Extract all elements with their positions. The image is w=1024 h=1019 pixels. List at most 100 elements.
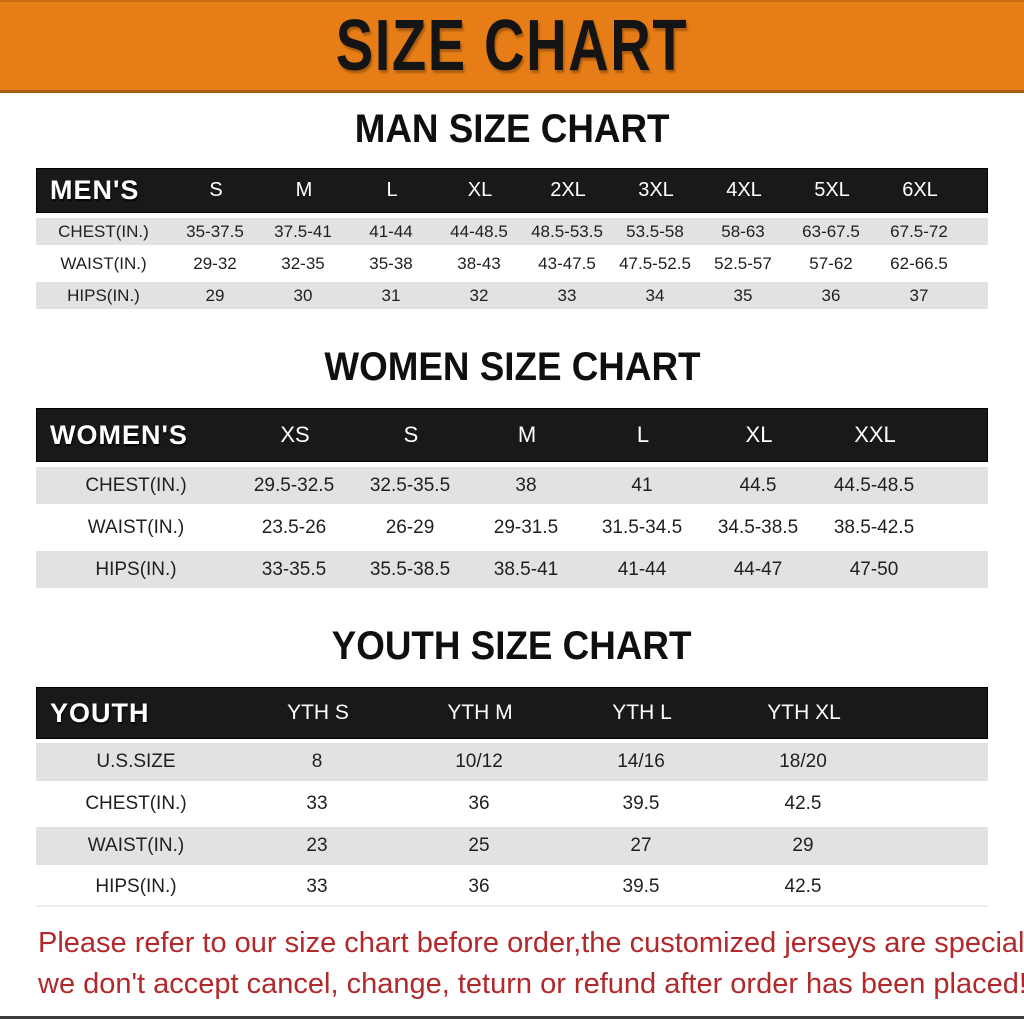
size-cell: 47.5-52.5 xyxy=(619,253,691,273)
size-cell: 38 xyxy=(515,474,537,496)
size-cell: 32.5-35.5 xyxy=(369,474,451,496)
size-cell: 8 xyxy=(311,751,323,772)
women-size-section: WOMEN SIZE CHART WOMEN'S XS S M L XL XXL CHEST(… xyxy=(0,345,1024,588)
youth-size-section: YOUTH SIZE CHART YOUTH YTH S YTH M YTH L YTH… xyxy=(0,624,1024,907)
column-header: M xyxy=(517,422,537,447)
size-cell: 44-48.5 xyxy=(450,221,508,241)
size-cell: 58-63 xyxy=(721,221,765,241)
size-cell: 38-43 xyxy=(457,253,501,273)
size-cell: 29 xyxy=(792,835,814,856)
column-header: S xyxy=(403,422,419,447)
size-cell: 35-38 xyxy=(369,253,413,273)
table-row: WAIST(IN.) 29-32 32-35 35-38 38-43 43-47.5 47.… xyxy=(36,250,988,277)
size-cell: 32 xyxy=(469,285,489,305)
size-cell: 33-35.5 xyxy=(261,558,327,580)
man-section-title: MAN SIZE CHART xyxy=(0,107,1024,152)
size-cell: 62-66.5 xyxy=(890,253,948,273)
size-cell: 42.5 xyxy=(784,793,822,814)
row-label: WAIST(IN.) xyxy=(87,516,185,538)
column-header: 2XL xyxy=(550,179,586,201)
size-cell: 38.5-42.5 xyxy=(833,516,915,538)
row-label: CHEST(IN.) xyxy=(85,793,187,814)
size-cell: 25 xyxy=(468,835,490,856)
notice-line-2: we don't accept cancel, change, teturn o… xyxy=(38,968,1024,1000)
column-header: YTH XL xyxy=(767,701,841,724)
column-header: 4XL xyxy=(726,179,762,201)
size-cell: 44-47 xyxy=(733,558,783,580)
row-label: WAIST(IN.) xyxy=(60,253,147,273)
table-row: CHEST(IN.) 35-37.5 37.5-41 41-44 44-48.5 48.5… xyxy=(36,218,988,245)
table-row: HIPS(IN.) 33 36 39.5 42.5 xyxy=(36,869,988,907)
row-label: CHEST(IN.) xyxy=(58,221,149,241)
size-cell: 63-67.5 xyxy=(802,221,860,241)
size-cell: 31.5-34.5 xyxy=(601,516,683,538)
table-row: WAIST(IN.) 23.5-26 26-29 29-31.5 31.5-34.5 34… xyxy=(36,509,988,546)
size-cell: 26-29 xyxy=(385,516,435,538)
size-cell: 47-50 xyxy=(849,558,899,580)
column-header: 5XL xyxy=(814,179,850,201)
size-cell: 18/20 xyxy=(779,751,827,772)
size-cell: 36 xyxy=(821,285,841,305)
size-cell: 35.5-38.5 xyxy=(369,558,451,580)
row-label: U.S.SIZE xyxy=(96,751,176,772)
row-label: HIPS(IN.) xyxy=(95,876,177,897)
size-cell: 37.5-41 xyxy=(274,221,332,241)
size-cell: 67.5-72 xyxy=(890,221,948,241)
youth-size-table: YOUTH YTH S YTH M YTH L YTH XL U.S.SIZE 8 10/12… xyxy=(36,687,988,907)
size-cell: 43-47.5 xyxy=(538,253,596,273)
size-cell: 42.5 xyxy=(784,876,822,897)
row-label: HIPS(IN.) xyxy=(67,285,140,305)
size-cell: 36 xyxy=(468,793,490,814)
size-cell: 29-32 xyxy=(193,253,237,273)
size-cell: 39.5 xyxy=(622,793,660,814)
notice-line-1: Please refer to our size chart before or… xyxy=(38,927,1024,959)
size-cell: 23.5-26 xyxy=(261,516,327,538)
size-cell: 29-31.5 xyxy=(493,516,559,538)
column-header: L xyxy=(636,422,650,447)
size-cell: 35 xyxy=(733,285,753,305)
size-cell: 29.5-32.5 xyxy=(253,474,335,496)
column-header: YTH M xyxy=(447,701,513,724)
size-cell: 10/12 xyxy=(455,751,503,772)
table-row: CHEST(IN.) 33 36 39.5 42.5 xyxy=(36,785,988,823)
size-cell: 27 xyxy=(630,835,652,856)
table-row: U.S.SIZE 8 10/12 14/16 18/20 xyxy=(36,743,988,781)
row-label: CHEST(IN.) xyxy=(85,474,187,496)
youth-section-title-text: YOUTH SIZE CHART xyxy=(332,624,692,668)
table-header-row: YOUTH YTH S YTH M YTH L YTH XL xyxy=(36,687,988,739)
banner-title: SIZE CHART xyxy=(335,6,689,86)
column-header: YTH S xyxy=(287,701,349,724)
table-header-row: WOMEN'S XS S M L XL XXL xyxy=(36,408,988,462)
size-cell: 33 xyxy=(557,285,577,305)
table-corner-label: WOMEN'S xyxy=(50,419,188,450)
row-label: HIPS(IN.) xyxy=(95,558,177,580)
table-row: HIPS(IN.) 29 30 31 32 33 34 35 36 37 xyxy=(36,282,988,309)
table-row: CHEST(IN.) 29.5-32.5 32.5-35.5 38 41 44.5 44.5… xyxy=(36,467,988,504)
size-cell: 31 xyxy=(381,285,401,305)
size-cell: 52.5-57 xyxy=(714,253,772,273)
size-cell: 53.5-58 xyxy=(626,221,684,241)
table-row: WAIST(IN.) 23 25 27 29 xyxy=(36,827,988,865)
man-section-title-text: MAN SIZE CHART xyxy=(354,107,670,151)
size-cell: 23 xyxy=(306,835,328,856)
size-cell: 14/16 xyxy=(617,751,665,772)
size-cell: 44.5-48.5 xyxy=(833,474,915,496)
size-cell: 41 xyxy=(631,474,653,496)
youth-section-title: YOUTH SIZE CHART xyxy=(0,624,1024,669)
size-cell: 35-37.5 xyxy=(186,221,244,241)
column-header: XS xyxy=(280,422,310,447)
women-section-title-text: WOMEN SIZE CHART xyxy=(323,345,701,389)
women-section-title: WOMEN SIZE CHART xyxy=(0,345,1024,390)
banner: SIZE CHART xyxy=(0,0,1024,93)
column-header: 6XL xyxy=(902,179,938,201)
size-cell: 36 xyxy=(468,876,490,897)
size-cell: 41-44 xyxy=(369,221,413,241)
women-size-table: WOMEN'S XS S M L XL XXL CHEST(IN.) 29.5-32.5 32.5… xyxy=(36,408,988,588)
bottom-rule xyxy=(0,1016,1024,1019)
size-cell: 33 xyxy=(306,876,328,897)
size-cell: 32-35 xyxy=(281,253,325,273)
size-cell: 48.5-53.5 xyxy=(531,221,603,241)
man-size-section: MAN SIZE CHART MEN'S S M L XL 2XL 3XL 4XL 5XL 6XL… xyxy=(0,107,1024,309)
table-row: HIPS(IN.) 33-35.5 35.5-38.5 38.5-41 41-44 44-… xyxy=(36,551,988,588)
column-header: YTH L xyxy=(612,701,672,724)
